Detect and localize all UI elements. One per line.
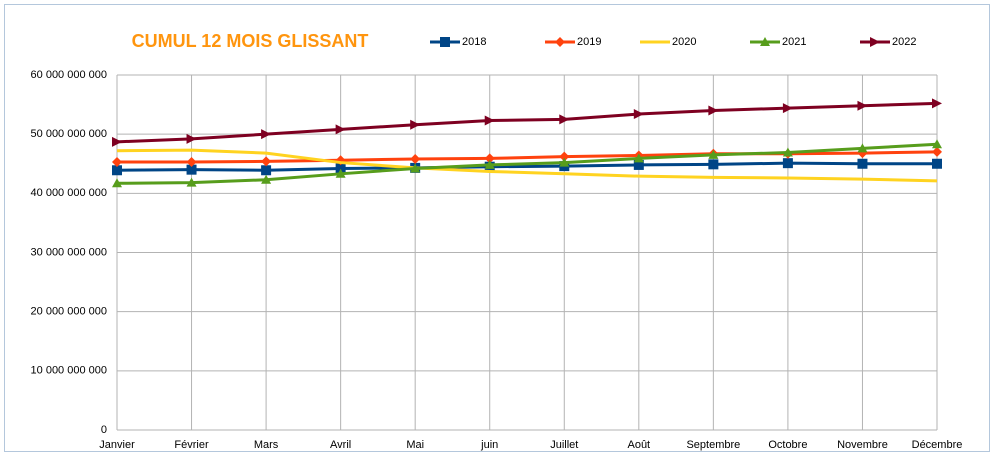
y-tick-label: 50 000 000 000 — [31, 128, 107, 140]
marker — [633, 109, 644, 120]
marker — [857, 100, 868, 111]
marker — [760, 37, 770, 46]
series-line — [116, 142, 938, 185]
marker — [857, 143, 868, 153]
x-tick-label: Décembre — [912, 439, 963, 451]
x-tick-label: Février — [174, 439, 209, 451]
marker — [932, 158, 942, 169]
chart-frame — [4, 4, 990, 452]
marker — [484, 115, 495, 126]
marker — [782, 103, 793, 114]
marker — [484, 159, 495, 169]
marker — [112, 165, 122, 176]
marker — [708, 159, 719, 170]
marker — [335, 163, 346, 174]
y-tick-label: 20 000 000 000 — [31, 306, 107, 318]
marker — [870, 37, 880, 47]
x-tick-label: Octobre — [768, 439, 807, 451]
marker — [261, 165, 272, 176]
marker — [633, 153, 644, 163]
marker — [559, 151, 570, 162]
legend-label: 2019 — [577, 36, 601, 48]
y-tick-label: 60 000 000 000 — [31, 69, 107, 81]
marker — [857, 158, 868, 169]
marker — [932, 146, 942, 157]
marker — [440, 37, 450, 47]
x-tick-label: juin — [480, 439, 498, 451]
marker — [112, 178, 122, 188]
series-line — [116, 101, 938, 144]
marker — [708, 105, 719, 116]
marker — [484, 153, 495, 164]
y-tick-label: 0 — [101, 424, 107, 436]
marker — [186, 133, 197, 144]
x-tick-label: Novembre — [837, 439, 888, 451]
marker — [186, 164, 197, 175]
marker — [555, 37, 565, 47]
series-line — [116, 161, 937, 172]
legend-label: 2022 — [892, 36, 916, 48]
marker — [559, 114, 570, 125]
marker — [186, 156, 197, 167]
x-tick-label: Septembre — [686, 439, 740, 451]
marker — [932, 139, 942, 149]
marker — [112, 156, 122, 167]
marker — [410, 119, 421, 130]
marker — [559, 157, 570, 167]
series-line — [117, 150, 938, 164]
marker — [782, 147, 793, 157]
marker — [112, 136, 122, 147]
y-tick-label: 40 000 000 000 — [31, 187, 107, 199]
series-line — [116, 148, 938, 183]
marker — [782, 158, 793, 169]
marker — [410, 163, 421, 173]
marker — [932, 98, 942, 109]
x-tick-label: Janvier — [99, 439, 135, 451]
x-tick-label: Mai — [406, 439, 424, 451]
marker — [335, 168, 346, 178]
y-tick-label: 30 000 000 000 — [31, 246, 107, 258]
marker — [186, 177, 197, 187]
marker — [633, 159, 644, 170]
x-tick-label: Août — [627, 439, 650, 451]
legend-label: 2020 — [672, 36, 696, 48]
x-tick-label: Avril — [330, 439, 351, 451]
x-tick-label: Juillet — [550, 439, 578, 451]
marker — [261, 129, 272, 140]
legend-label: 2018 — [462, 36, 486, 48]
chart-title: CUMUL 12 MOIS GLISSANT — [132, 31, 369, 51]
y-tick-label: 10 000 000 000 — [31, 365, 107, 377]
marker — [410, 154, 421, 165]
marker — [708, 149, 719, 159]
marker — [261, 174, 272, 184]
legend-label: 2021 — [782, 36, 806, 48]
marker — [261, 156, 272, 167]
x-tick-label: Mars — [254, 439, 279, 451]
marker — [335, 124, 346, 135]
